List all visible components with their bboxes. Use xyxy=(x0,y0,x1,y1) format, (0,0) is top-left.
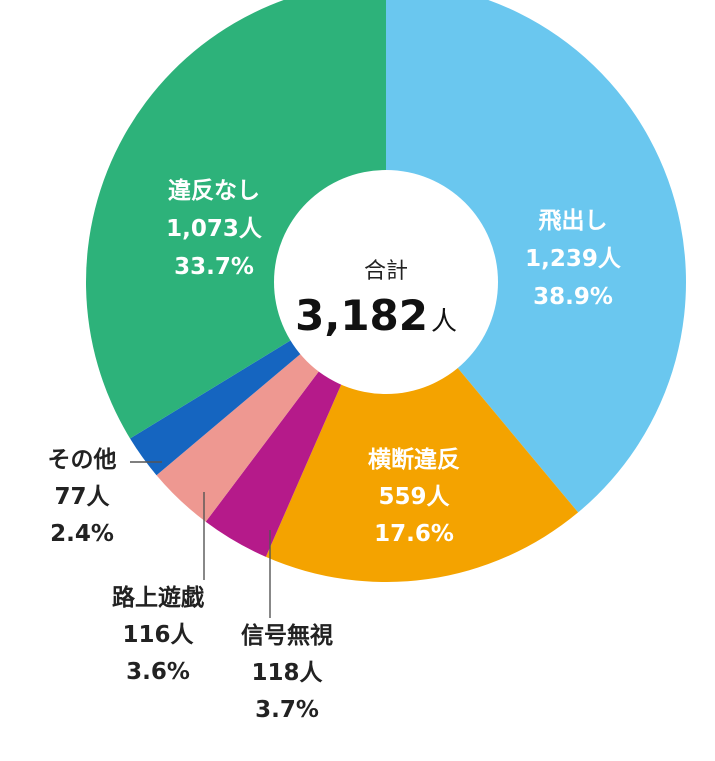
slice-count-crossing: 559人 xyxy=(378,484,450,510)
slice-percent-signal: 3.7% xyxy=(255,697,319,723)
slice-label-tobidashi: 飛出し xyxy=(539,208,608,234)
center-hole xyxy=(274,170,498,394)
slice-label-street-play: 路上遊戯 xyxy=(112,584,205,611)
slice-label-no-violation: 違反なし xyxy=(168,177,260,204)
slice-percent-street-play: 3.6% xyxy=(126,659,190,685)
center-total-unit: 人 xyxy=(431,307,457,337)
slice-tobidashi xyxy=(386,0,686,513)
center-total-value: 3,182 xyxy=(295,291,428,340)
slice-label-crossing: 横断違反 xyxy=(368,446,460,473)
slice-count-other: 77人 xyxy=(54,484,110,510)
slice-count-no-violation: 1,073人 xyxy=(166,216,263,242)
slice-count-tobidashi: 1,239人 xyxy=(525,246,622,272)
slice-percent-other: 2.4% xyxy=(50,521,114,547)
slice-no-violation xyxy=(86,0,386,439)
center-total-label: 合計 xyxy=(364,259,408,284)
slice-count-street-play: 116人 xyxy=(122,622,194,648)
slice-crossing xyxy=(265,282,579,582)
slice-percent-no-violation: 33.7% xyxy=(174,254,254,280)
slices-group xyxy=(86,0,686,582)
slice-count-signal: 118人 xyxy=(251,660,323,686)
slice-label-signal: 信号無視 xyxy=(241,622,333,649)
slice-percent-tobidashi: 38.9% xyxy=(533,284,613,310)
slice-percent-crossing: 17.6% xyxy=(374,521,454,547)
slice-label-other: その他 xyxy=(48,447,117,473)
